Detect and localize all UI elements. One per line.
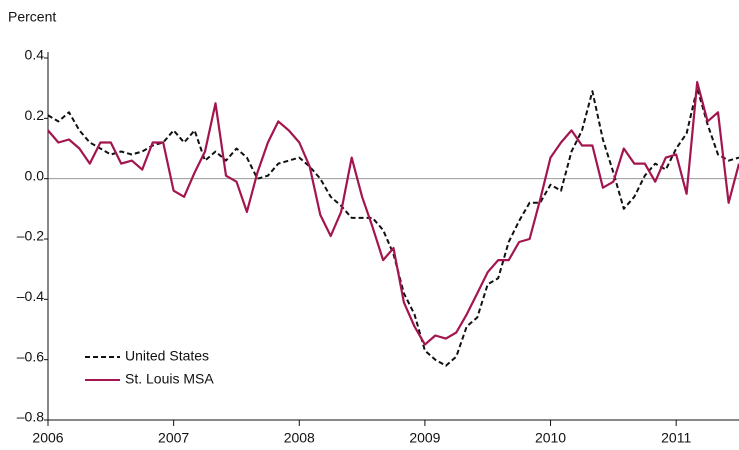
y-tick-label: 0.2 [25,107,45,123]
series-line [47,87,739,367]
x-tick-label: 2011 [661,430,691,446]
x-tick-label: 2010 [535,430,566,446]
y-tick-label: –0.2 [17,228,44,244]
y-tick-label: 0.4 [25,47,45,63]
series-line [47,81,739,346]
x-tick-label: 2009 [409,430,440,446]
legend-label: United States [125,348,209,364]
y-tick-label: –0.6 [17,348,44,364]
y-tick-label: –0.4 [17,288,44,304]
y-tick-label: –0.8 [17,409,44,425]
x-tick-label: 2007 [158,430,189,446]
y-axis-label: Percent [8,9,56,25]
y-tick-label: 0.0 [25,167,45,183]
x-tick-label: 2008 [284,430,315,446]
x-tick-label: 2006 [32,430,63,446]
legend-label: St. Louis MSA [125,371,214,387]
